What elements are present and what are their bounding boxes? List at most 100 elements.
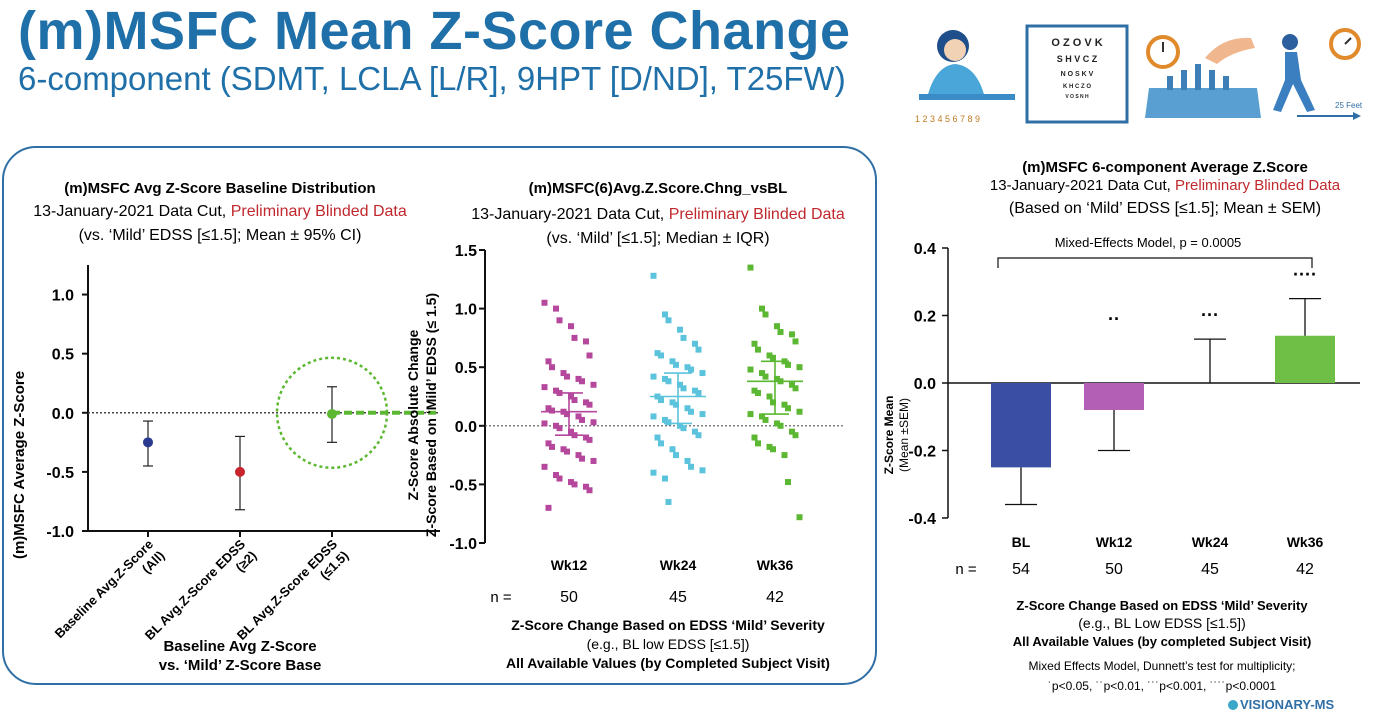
chart3-x-tick-label: BL	[1012, 534, 1031, 550]
chart2-data-point	[658, 440, 664, 447]
chart2-data-point	[747, 411, 754, 418]
chart2-data-point	[699, 370, 706, 377]
chart2-data-point	[751, 434, 758, 441]
chart2-data-point	[564, 411, 570, 418]
chart2-data-point	[792, 338, 799, 345]
chart2-data-point	[755, 440, 761, 447]
chart1-mean-point	[235, 466, 245, 477]
chart2-data-point	[545, 358, 552, 365]
chart1-marks	[143, 356, 440, 511]
chart3-marks: ·· ·······	[991, 265, 1335, 506]
chart2-title: (m)MSFC(6)Avg.Z.Score.Chng_vsBL	[529, 180, 788, 197]
eye-chart-row: N O S K V	[1061, 71, 1094, 78]
chart2-data-point	[680, 385, 687, 392]
chart2-data-point	[650, 469, 657, 476]
chart2-data-point	[789, 381, 795, 388]
chart2-x-tick-label: Wk24	[660, 557, 697, 573]
chart3-bar	[1275, 335, 1335, 383]
chart2-data-point	[762, 311, 769, 318]
chart2-data-point	[662, 475, 668, 482]
chart3-title: (m)MSFC 6-component Average Z.Score	[1022, 159, 1308, 176]
chart2-y-tick-label: 1.0	[455, 302, 477, 319]
chart2-data-point	[541, 299, 548, 306]
chart2-data-point	[677, 326, 683, 333]
chart2-data-point	[789, 331, 795, 338]
chart2-data-point	[586, 487, 593, 494]
chart2-data-point	[549, 443, 555, 450]
chart2-data-point	[654, 434, 661, 441]
chart2-n-label: n =	[490, 589, 512, 606]
chart2-data-point	[662, 311, 668, 318]
chart1-subtitle-red: Preliminary Blinded Data	[231, 203, 407, 220]
chart3-bar	[1084, 383, 1144, 410]
chart2-y-label-2: Z-Score Based on ‘Mild’ EDSS (≤ 1.5)	[423, 293, 439, 537]
chart2-data-point	[684, 457, 691, 464]
chart3-x-label-3: All Available Values (by completed Subje…	[1013, 634, 1312, 649]
chart2-data-point	[688, 463, 694, 470]
chart2-y-tick-label: -1.0	[449, 536, 477, 553]
chart2-data-point	[553, 387, 559, 394]
chart2-data-point	[680, 334, 687, 341]
chart1-y-tick-label: -1.0	[46, 524, 74, 541]
chart2-data-point	[568, 479, 574, 486]
chart2-data-point	[541, 384, 548, 391]
walk-distance-label: 25 Feet	[1335, 101, 1363, 110]
chart2-data-point	[583, 483, 589, 490]
chart3-y-tick-label: 0.2	[914, 309, 936, 326]
chart2-data-point	[770, 399, 776, 406]
chart2-data-point	[575, 413, 582, 420]
chart3-y-tick-label: -0.4	[908, 511, 936, 528]
chart2-data-point	[586, 352, 593, 359]
chart2-data-point	[575, 375, 582, 382]
chart2-data-point	[751, 387, 758, 394]
chart2-data-point	[658, 397, 664, 404]
walking-person-icon: 25 Feet	[1273, 28, 1363, 120]
chart2-data-point	[785, 479, 791, 486]
chart2-data-point	[789, 428, 795, 435]
chart2-data-point	[654, 350, 661, 357]
chart2-data-point	[692, 387, 698, 394]
chart3-x-tick-label: Wk36	[1287, 534, 1324, 550]
chart2-n-value: 45	[669, 589, 687, 606]
chart2-data-point	[541, 463, 548, 470]
chart2-subtitle-prefix: 13-January-2021 Data Cut,	[471, 206, 668, 223]
chart2-data-point	[665, 498, 672, 505]
chart2-data-point	[673, 361, 679, 368]
chart2-data-point	[553, 472, 559, 479]
chart2-data-point	[650, 413, 657, 420]
chart2-y-tick-label: 0.0	[455, 419, 477, 436]
eye-chart-row: S H V C Z	[1057, 54, 1098, 64]
chart2-data-point	[766, 443, 773, 450]
logo-icon	[1228, 700, 1238, 710]
chart2-data-point	[774, 375, 780, 382]
chart2-data-point	[650, 272, 657, 279]
chart2-y-tick-label: 1.5	[455, 243, 477, 260]
chart3-y-tick-label: 0.0	[914, 376, 936, 393]
chart2-data-point	[792, 385, 799, 392]
chart2-x-label-3: All Available Values (by Completed Subje…	[506, 655, 830, 671]
chart2-subtitle2: (vs. ‘Mild’ [≤1.5]; Median ± IQR)	[546, 230, 769, 247]
chart2-data-point	[568, 323, 574, 330]
chart2-data-point	[583, 399, 589, 406]
chart2-n-value: 42	[766, 589, 784, 606]
chart1-subtitle: 13-January-2021 Data Cut, Preliminary Bl…	[33, 203, 407, 220]
chart2-data-point	[669, 446, 676, 453]
chart2-data-point	[673, 452, 679, 459]
test-illustrations: 1 2 3 4 5 6 7 8 9 O Z O V K S H V C Z N …	[915, 24, 1363, 124]
chart2-data-point	[699, 467, 706, 474]
left-panel-frame	[2, 146, 877, 685]
chart2-data-point	[568, 428, 574, 435]
chart2-data-point	[662, 416, 668, 423]
chart3-n-value: 54	[1012, 561, 1030, 578]
chart2-data-point	[590, 419, 597, 426]
chart1-x-label-2: vs. ‘Mild’ Z-Score Base	[159, 657, 322, 674]
chart2-data-point	[777, 422, 784, 429]
chart2-data-point	[541, 420, 548, 427]
chart2-data-point	[695, 346, 702, 353]
chart2-data-point	[586, 436, 593, 443]
chart3-n-value: 45	[1201, 561, 1219, 578]
chart2-data-point	[575, 452, 582, 459]
chart2-data-point	[684, 364, 691, 371]
sdmt-person-icon: 1 2 3 4 5 6 7 8 9	[915, 30, 1015, 124]
